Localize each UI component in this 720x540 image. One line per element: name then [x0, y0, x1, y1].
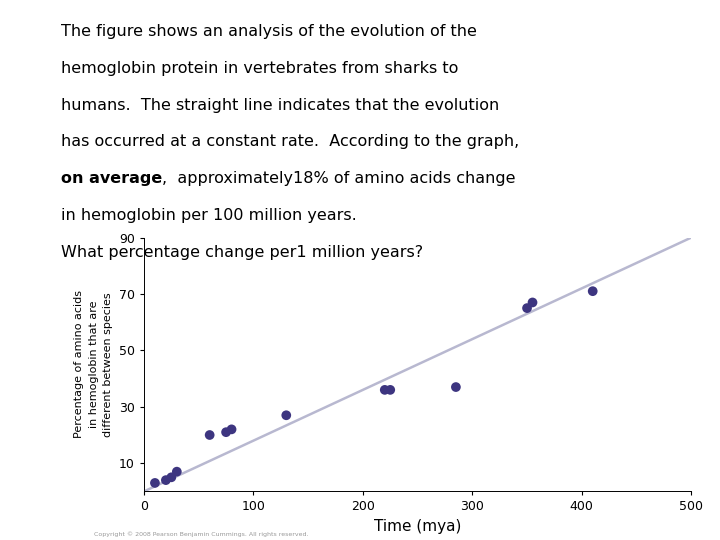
Point	[149, 478, 161, 487]
Point	[160, 476, 171, 484]
Text: ,  approximately18% of amino acids change: , approximately18% of amino acids change	[163, 171, 516, 186]
X-axis label: Time (mya): Time (mya)	[374, 519, 462, 534]
Point	[527, 298, 539, 307]
Point	[166, 473, 177, 482]
Point	[204, 431, 215, 440]
Text: The figure shows an analysis of the evolution of the: The figure shows an analysis of the evol…	[61, 24, 477, 39]
Point	[226, 425, 238, 434]
Text: has occurred at a constant rate.  According to the graph,: has occurred at a constant rate. Accordi…	[61, 134, 519, 150]
Text: hemoglobin protein in vertebrates from sharks to: hemoglobin protein in vertebrates from s…	[61, 61, 459, 76]
Text: Copyright © 2008 Pearson Benjamin Cummings. All rights reserved.: Copyright © 2008 Pearson Benjamin Cummin…	[94, 532, 308, 537]
Point	[379, 386, 390, 394]
Point	[220, 428, 232, 436]
Text: humans.  The straight line indicates that the evolution: humans. The straight line indicates that…	[61, 98, 500, 113]
Point	[521, 304, 533, 313]
Text: What percentage change per1 million years?: What percentage change per1 million year…	[61, 245, 423, 260]
Y-axis label: Percentage of amino acids
in hemoglobin that are
different between species: Percentage of amino acids in hemoglobin …	[74, 291, 114, 438]
Text: on average: on average	[61, 171, 163, 186]
Point	[171, 467, 183, 476]
Point	[587, 287, 598, 295]
Point	[384, 386, 396, 394]
Text: in hemoglobin per 100 million years.: in hemoglobin per 100 million years.	[61, 208, 357, 223]
Point	[450, 383, 462, 391]
Point	[281, 411, 292, 420]
